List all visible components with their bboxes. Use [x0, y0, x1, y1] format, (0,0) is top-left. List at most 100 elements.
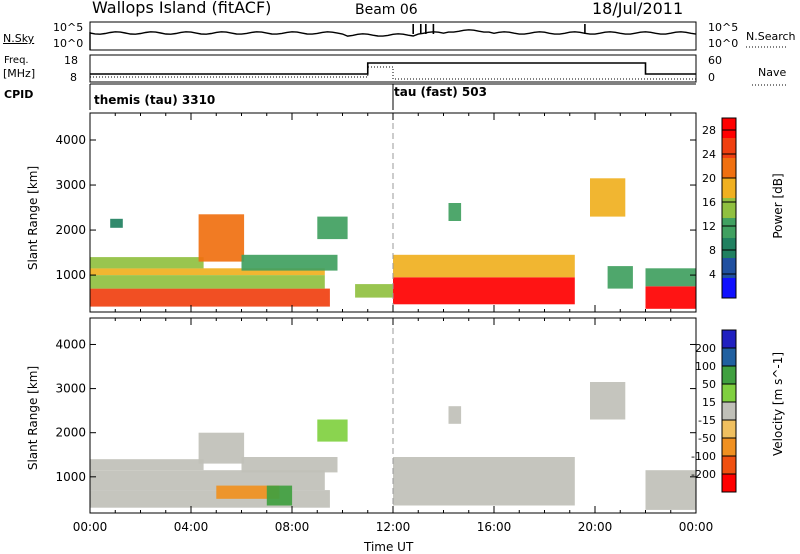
nsearch-label: N.Search — [746, 30, 796, 43]
velocity-colorbar-tick-label: -200 — [691, 468, 716, 481]
x-tick-label: 08:00 — [275, 520, 310, 534]
power-colorbar-frame — [721, 117, 737, 299]
velocity-colorbar-tick-label: 15 — [702, 396, 716, 409]
power-ytick-label: 1000 — [55, 268, 86, 282]
power-scatter-region — [241, 254, 338, 271]
power-scatter-region — [90, 275, 325, 289]
nsky-tick-top: 10^5 — [53, 21, 84, 34]
power-colorbar-swatch — [722, 238, 736, 258]
velocity-colorbar-tick-label: -50 — [698, 432, 716, 445]
velocity-scatter-region — [90, 459, 204, 471]
velocity-ytick-label: 3000 — [55, 382, 86, 396]
velocity-colorbar-swatch — [722, 330, 736, 348]
beam-label: Beam 06 — [355, 2, 418, 18]
power-colorbar-tick-label: 4 — [709, 268, 716, 281]
velocity-scatter-region — [317, 419, 348, 442]
cpid-label: CPID — [4, 88, 34, 101]
power-scatter-region — [607, 266, 633, 289]
x-tick-label: 00:00 — [679, 520, 714, 534]
power-scatter-region — [355, 284, 393, 298]
x-tick-label: 20:00 — [578, 520, 613, 534]
power-scatter-region — [90, 268, 325, 276]
velocity-scatter-region — [590, 382, 626, 420]
velocity-scatter-region — [198, 432, 245, 464]
velocity-scatter-region — [448, 406, 462, 424]
velocity-scatter-region — [241, 457, 338, 473]
power-colorbar-swatch — [722, 178, 736, 198]
power-colorbar-swatch — [722, 118, 736, 138]
x-tick-label: 12:00 — [376, 520, 411, 534]
power-colorbar-tick-label: 28 — [702, 124, 716, 137]
velocity-scatter-region — [645, 470, 696, 510]
x-tick-label: 16:00 — [477, 520, 512, 534]
velocity-colorbar-tick-label: -15 — [698, 414, 716, 427]
velocity-scatter-region — [266, 485, 293, 506]
power-scatter-region — [645, 268, 696, 287]
nsearch-tick-bottom: 10^0 — [708, 37, 739, 50]
velocity-colorbar-swatch — [722, 456, 736, 474]
velocity-colorbar-swatch — [722, 474, 736, 492]
velocity-scatter-region — [216, 485, 280, 499]
power-ytick-label: 2000 — [55, 223, 86, 237]
power-colorbar-tick-label: 24 — [702, 148, 716, 161]
x-axis-title: Time UT — [364, 540, 414, 554]
power-scatter-region — [90, 288, 330, 307]
power-scatter-region — [90, 257, 204, 269]
power-scatter-region — [393, 254, 575, 278]
nave-trace — [90, 66, 696, 80]
velocity-ytick-label: 4000 — [55, 337, 86, 351]
freq-unit: [MHz] — [3, 67, 36, 80]
power-colorbar-swatch — [722, 278, 736, 298]
date-label: 18/Jul/2011 — [592, 0, 684, 18]
velocity-colorbar-tick-label: 50 — [702, 378, 716, 391]
power-scatter-region — [198, 214, 245, 262]
power-colorbar-swatch — [722, 218, 736, 238]
velocity-ytick-label: 1000 — [55, 470, 86, 484]
nsky-tick-bottom: 10^0 — [53, 37, 84, 50]
power-colorbar-tick-label: 20 — [702, 172, 716, 185]
nave-tick-bottom: 0 — [708, 71, 715, 84]
power-colorbar-swatch — [722, 258, 736, 278]
power-scatter-region — [317, 216, 348, 240]
power-scatter-region — [590, 178, 626, 217]
velocity-ytick-label: 2000 — [55, 426, 86, 440]
power-ytick-label: 4000 — [55, 133, 86, 147]
power-scatter-region — [110, 218, 123, 228]
cpid-segment-label-1: themis (tau) 3310 — [94, 93, 216, 107]
velocity-colorbar-swatch — [722, 384, 736, 402]
power-colorbar-tick-label: 8 — [709, 244, 716, 257]
power-scatter-region — [393, 277, 575, 305]
station-title: Wallops Island (fitACF) — [92, 0, 272, 17]
freq-tick-bottom: 8 — [70, 71, 77, 84]
nsky-trace — [89, 29, 697, 50]
cpid-segment-label-2: tau (fast) 503 — [394, 85, 487, 99]
power-colorbar-swatch — [722, 198, 736, 218]
power-scatter-region — [448, 203, 462, 221]
velocity-colorbar-swatch — [722, 420, 736, 438]
velocity-scatter-region — [90, 470, 325, 491]
freq-panel-frame — [89, 54, 697, 83]
nsky-label: N.Sky — [3, 32, 35, 45]
velocity-colorbar-swatch — [722, 348, 736, 366]
nsearch-tick-top: 10^5 — [708, 21, 739, 34]
velocity-colorbar-tick-label: 100 — [695, 360, 716, 373]
freq-tick-top: 18 — [64, 54, 78, 67]
power-scatter-region — [645, 286, 696, 309]
freq-label: Freq. — [4, 55, 29, 66]
velocity-colorbar-frame — [721, 329, 737, 493]
velocity-scatter-region — [90, 490, 330, 508]
velocity-colorbar-swatch — [722, 438, 736, 456]
velocity-colorbar-tick-label: 200 — [695, 342, 716, 355]
nave-label: Nave — [758, 66, 787, 79]
x-tick-label: 04:00 — [174, 520, 209, 534]
velocity-colorbar-tick-label: -100 — [691, 450, 716, 463]
nsky-panel-frame — [89, 21, 697, 51]
velocity-scatter-region — [393, 457, 575, 506]
velocity-colorbar-swatch — [722, 402, 736, 420]
power-colorbar-swatch — [722, 158, 736, 178]
power-ytick-label: 3000 — [55, 178, 86, 192]
power-colorbar-tick-label: 16 — [702, 196, 716, 209]
freq-trace — [90, 62, 696, 75]
x-tick-label: 00:00 — [73, 520, 108, 534]
